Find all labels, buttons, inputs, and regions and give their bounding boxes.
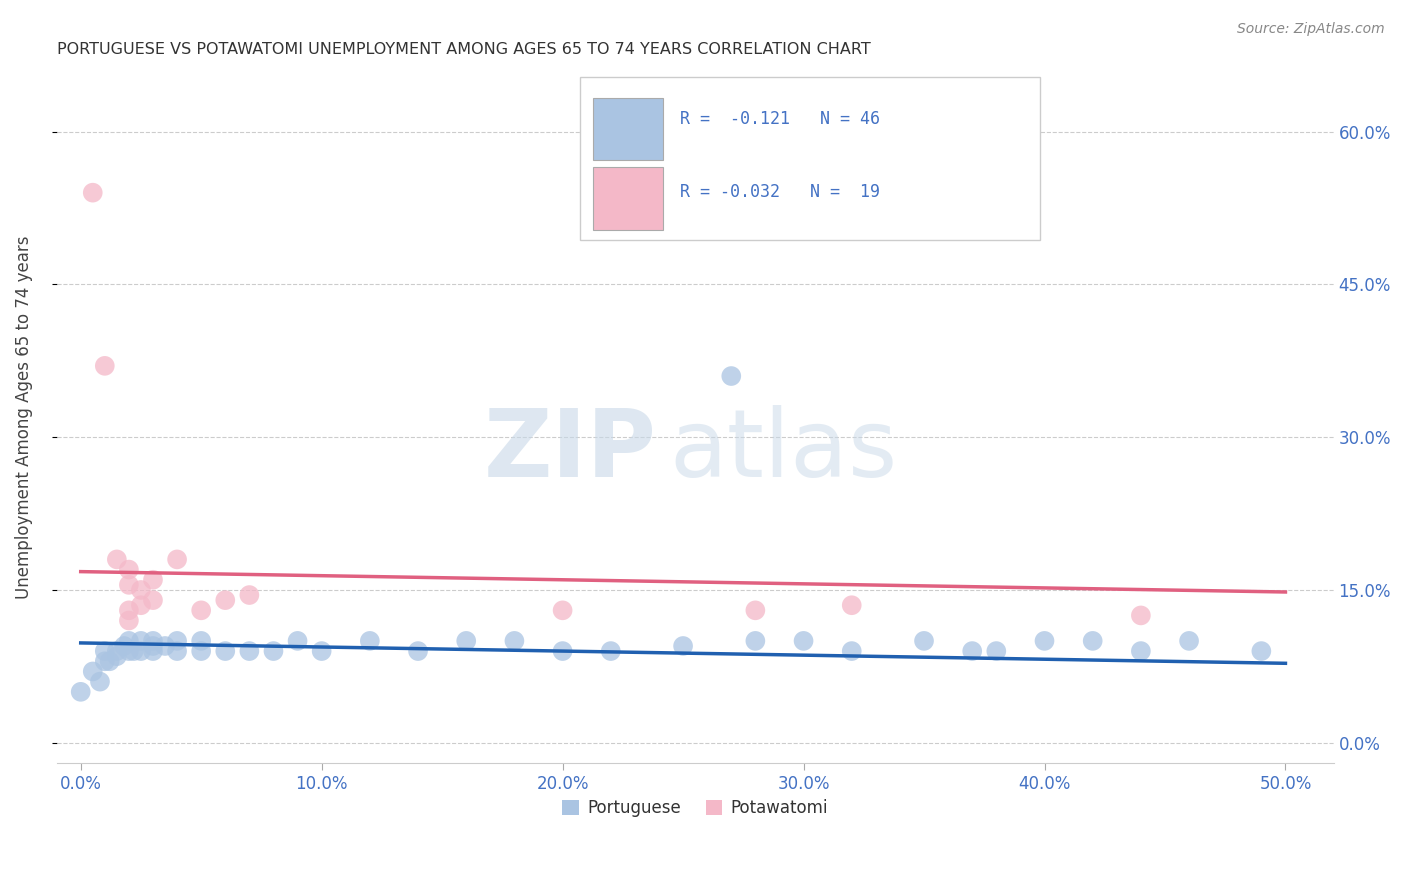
Point bbox=[1129, 644, 1152, 658]
Point bbox=[122, 644, 145, 658]
Point bbox=[551, 644, 574, 658]
Point bbox=[118, 633, 141, 648]
Point bbox=[841, 599, 863, 613]
Point bbox=[551, 603, 574, 617]
Text: R = -0.032   N =  19: R = -0.032 N = 19 bbox=[679, 183, 880, 201]
Point bbox=[841, 644, 863, 658]
Point bbox=[129, 633, 152, 648]
Point bbox=[1129, 608, 1152, 623]
Point bbox=[142, 593, 165, 607]
Point bbox=[599, 644, 621, 658]
Point bbox=[262, 644, 284, 658]
Y-axis label: Unemployment Among Ages 65 to 74 years: Unemployment Among Ages 65 to 74 years bbox=[15, 235, 32, 599]
Point bbox=[166, 552, 188, 566]
Text: Source: ZipAtlas.com: Source: ZipAtlas.com bbox=[1237, 22, 1385, 37]
Text: ZIP: ZIP bbox=[484, 405, 657, 498]
Point bbox=[503, 633, 526, 648]
Point bbox=[190, 644, 212, 658]
Point bbox=[672, 639, 695, 653]
FancyBboxPatch shape bbox=[581, 78, 1040, 240]
Point bbox=[744, 633, 766, 648]
FancyBboxPatch shape bbox=[593, 168, 664, 230]
Point bbox=[129, 644, 152, 658]
Point bbox=[986, 644, 1008, 658]
Point bbox=[142, 633, 165, 648]
Point bbox=[98, 654, 121, 668]
Point bbox=[94, 644, 117, 658]
Point bbox=[359, 633, 381, 648]
Point bbox=[238, 588, 260, 602]
Point bbox=[166, 644, 188, 658]
Point bbox=[118, 603, 141, 617]
Point bbox=[142, 644, 165, 658]
Point bbox=[105, 649, 128, 664]
Point bbox=[190, 633, 212, 648]
Point bbox=[1081, 633, 1104, 648]
Point bbox=[129, 599, 152, 613]
Point bbox=[118, 563, 141, 577]
Point bbox=[1250, 644, 1272, 658]
Point bbox=[214, 644, 236, 658]
Point bbox=[214, 593, 236, 607]
Point bbox=[82, 186, 104, 200]
Point bbox=[118, 578, 141, 592]
Point bbox=[1033, 633, 1056, 648]
Point bbox=[793, 633, 815, 648]
Point bbox=[1178, 633, 1201, 648]
Point bbox=[960, 644, 983, 658]
Point bbox=[118, 644, 141, 658]
Text: atlas: atlas bbox=[669, 405, 898, 498]
Point bbox=[744, 603, 766, 617]
Point bbox=[69, 685, 91, 699]
Point bbox=[166, 633, 188, 648]
FancyBboxPatch shape bbox=[593, 98, 664, 161]
Point bbox=[287, 633, 309, 648]
Point bbox=[89, 674, 111, 689]
Legend: Portuguese, Potawatomi: Portuguese, Potawatomi bbox=[555, 793, 835, 824]
Point bbox=[112, 639, 135, 653]
Text: R =  -0.121   N = 46: R = -0.121 N = 46 bbox=[679, 110, 880, 128]
Point bbox=[311, 644, 333, 658]
Point bbox=[105, 552, 128, 566]
Point bbox=[105, 644, 128, 658]
Point bbox=[142, 573, 165, 587]
Point bbox=[94, 654, 117, 668]
Point bbox=[912, 633, 935, 648]
Point bbox=[142, 639, 165, 653]
Point bbox=[238, 644, 260, 658]
Point bbox=[129, 582, 152, 597]
Point bbox=[456, 633, 478, 648]
Point bbox=[720, 369, 742, 384]
Point bbox=[82, 665, 104, 679]
Point bbox=[94, 359, 117, 373]
Point bbox=[190, 603, 212, 617]
Point bbox=[153, 639, 176, 653]
Text: PORTUGUESE VS POTAWATOMI UNEMPLOYMENT AMONG AGES 65 TO 74 YEARS CORRELATION CHAR: PORTUGUESE VS POTAWATOMI UNEMPLOYMENT AM… bbox=[56, 42, 870, 57]
Point bbox=[118, 614, 141, 628]
Point bbox=[406, 644, 429, 658]
